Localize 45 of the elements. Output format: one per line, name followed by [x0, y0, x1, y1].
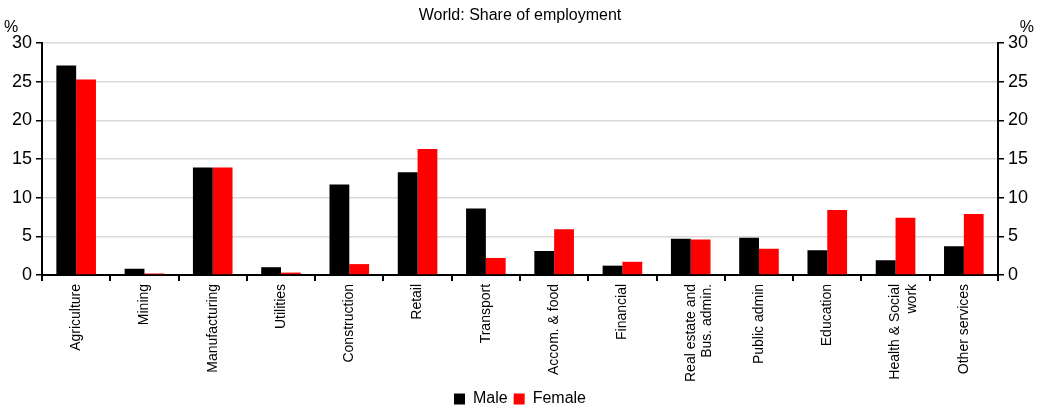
x-tick-label: Transport — [476, 283, 493, 344]
y-tick-label: 20 — [11, 109, 33, 130]
y-tick-label: 15 — [11, 148, 33, 169]
x-tick-label: Construction — [340, 283, 357, 363]
bar — [554, 229, 574, 275]
bar — [758, 248, 779, 275]
y-tick-label: 5 — [22, 225, 33, 246]
bar — [485, 257, 506, 275]
bar — [212, 167, 233, 275]
y2-tick-label: 0 — [1007, 263, 1018, 284]
y2-tick-label: 10 — [1007, 186, 1029, 207]
legend-label: Female — [532, 389, 587, 407]
x-tick-label: Health & Social work — [886, 282, 920, 380]
y2-tick-label: 20 — [1007, 109, 1029, 130]
bar — [690, 239, 711, 275]
chart-title: World: Share of employment — [418, 6, 622, 24]
y2-tick-label: 30 — [1007, 32, 1029, 53]
legend-label: Male — [472, 389, 508, 407]
y-tick-label: 10 — [11, 186, 33, 207]
x-tick-label: Manufacturing — [203, 283, 220, 373]
y2-axis-title: % — [1019, 17, 1034, 35]
bar — [417, 149, 438, 275]
bar — [349, 264, 370, 275]
x-tick-label: Public admin — [749, 283, 766, 365]
x-tick-label: Other services — [954, 283, 971, 375]
y-tick-label: 25 — [11, 70, 33, 91]
x-tick-label: Retail — [408, 283, 425, 320]
y2-tick-label: 5 — [1007, 225, 1018, 246]
y-tick-label: 30 — [11, 32, 33, 53]
y2-tick-label: 15 — [1007, 148, 1029, 169]
x-tick-label: Agriculture — [67, 283, 84, 351]
x-tick-label: Financial — [613, 283, 630, 340]
x-tick-label: Education — [818, 283, 835, 347]
y-tick-label: 0 — [22, 263, 33, 284]
bar — [827, 210, 848, 275]
bar — [895, 217, 916, 275]
x-tick-label: Utilities — [271, 283, 288, 330]
x-tick-label: Mining — [135, 283, 152, 326]
y-axis-title: % — [4, 17, 19, 35]
y2-tick-label: 25 — [1007, 70, 1029, 91]
bar — [963, 213, 984, 275]
x-tick-label: Accom. & food — [545, 283, 561, 375]
bar — [622, 261, 643, 275]
bar — [76, 79, 96, 275]
x-tick-label: Real estate and Bus. admin. — [681, 283, 715, 383]
